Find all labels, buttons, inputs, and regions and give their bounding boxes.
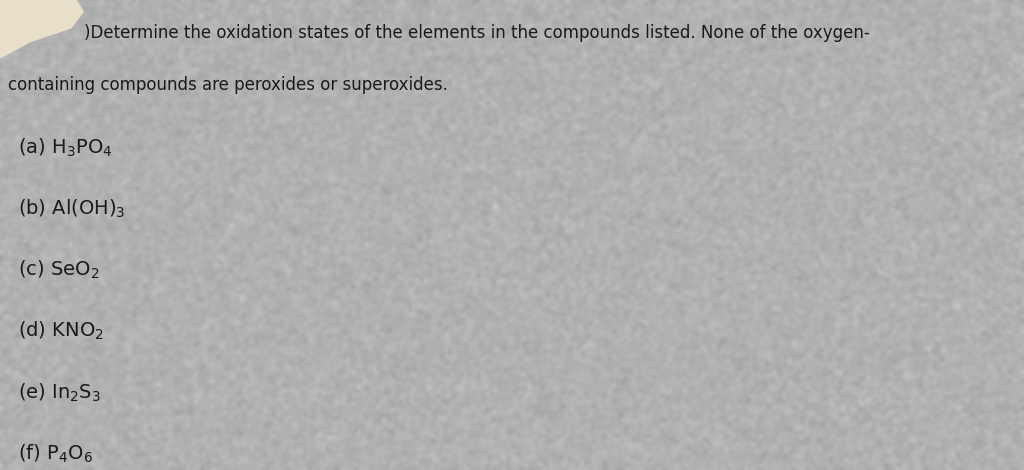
Polygon shape [0, 0, 84, 59]
Text: (d) KNO$_2$: (d) KNO$_2$ [18, 320, 104, 343]
Text: (c) SeO$_2$: (c) SeO$_2$ [18, 259, 99, 282]
Text: (b) Al(OH)$_3$: (b) Al(OH)$_3$ [18, 198, 126, 220]
Text: (e) In$_2$S$_3$: (e) In$_2$S$_3$ [18, 381, 101, 404]
Text: (f) P$_4$O$_6$: (f) P$_4$O$_6$ [18, 442, 93, 465]
Text: (a) H$_3$PO$_4$: (a) H$_3$PO$_4$ [18, 137, 113, 159]
Text: containing compounds are peroxides or superoxides.: containing compounds are peroxides or su… [8, 76, 449, 94]
Text: )Determine the oxidation states of the elements in the compounds listed. None of: )Determine the oxidation states of the e… [84, 24, 869, 42]
